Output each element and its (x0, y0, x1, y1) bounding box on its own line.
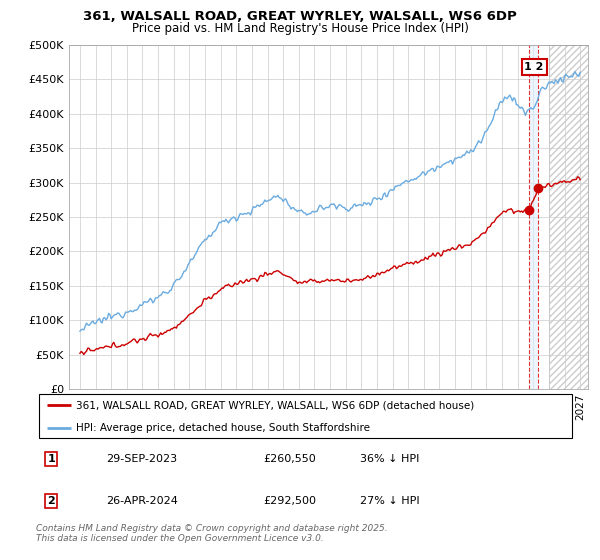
Text: Contains HM Land Registry data © Crown copyright and database right 2025.
This d: Contains HM Land Registry data © Crown c… (36, 524, 388, 543)
Text: 2: 2 (47, 496, 55, 506)
FancyBboxPatch shape (39, 394, 572, 438)
Text: 1 2: 1 2 (524, 62, 544, 72)
Text: 29-SEP-2023: 29-SEP-2023 (106, 454, 178, 464)
Text: £260,550: £260,550 (263, 454, 316, 464)
Text: £292,500: £292,500 (263, 496, 316, 506)
Text: 361, WALSALL ROAD, GREAT WYRLEY, WALSALL, WS6 6DP (detached house): 361, WALSALL ROAD, GREAT WYRLEY, WALSALL… (77, 400, 475, 410)
Bar (529, 45, 538, 389)
Text: 26-APR-2024: 26-APR-2024 (106, 496, 178, 506)
Bar (549, 45, 588, 389)
Bar (549, 45, 588, 389)
Text: 361, WALSALL ROAD, GREAT WYRLEY, WALSALL, WS6 6DP: 361, WALSALL ROAD, GREAT WYRLEY, WALSALL… (83, 10, 517, 23)
Text: 36% ↓ HPI: 36% ↓ HPI (360, 454, 419, 464)
Text: HPI: Average price, detached house, South Staffordshire: HPI: Average price, detached house, Sout… (77, 423, 371, 433)
Text: 27% ↓ HPI: 27% ↓ HPI (360, 496, 419, 506)
Text: Price paid vs. HM Land Registry's House Price Index (HPI): Price paid vs. HM Land Registry's House … (131, 22, 469, 35)
Text: 1: 1 (47, 454, 55, 464)
